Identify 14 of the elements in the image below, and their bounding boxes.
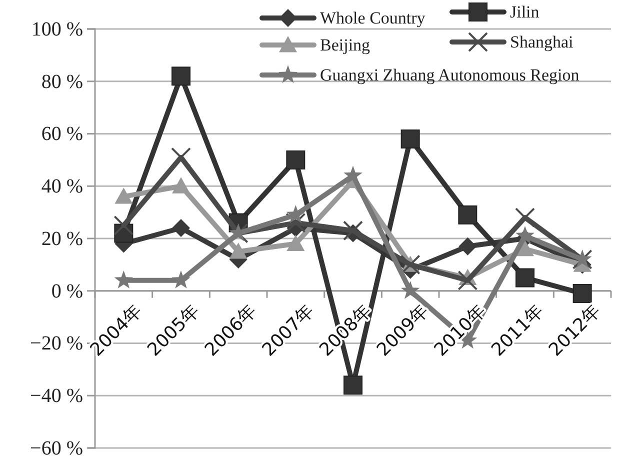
- y-tick-label: 0 %: [51, 280, 83, 302]
- legend-label: Whole Country: [320, 8, 426, 28]
- legend-label: Jilin: [510, 2, 540, 22]
- y-tick-label: 100 %: [31, 18, 83, 40]
- y-tick-label: −60 %: [30, 437, 83, 456]
- y-tick-label: 20 %: [41, 228, 83, 250]
- y-tick-label: 40 %: [41, 176, 83, 198]
- legend-label: Beijing: [320, 36, 371, 54]
- y-tick-label: −40 %: [30, 385, 83, 408]
- y-tick-label: 80 %: [41, 70, 83, 93]
- y-tick-label: 60 %: [41, 123, 83, 146]
- legend-label: Guangxi Zhuang Autonomous Region: [320, 66, 580, 84]
- y-tick-label: −20 %: [30, 332, 83, 355]
- legend-label: Shanghai: [510, 32, 574, 52]
